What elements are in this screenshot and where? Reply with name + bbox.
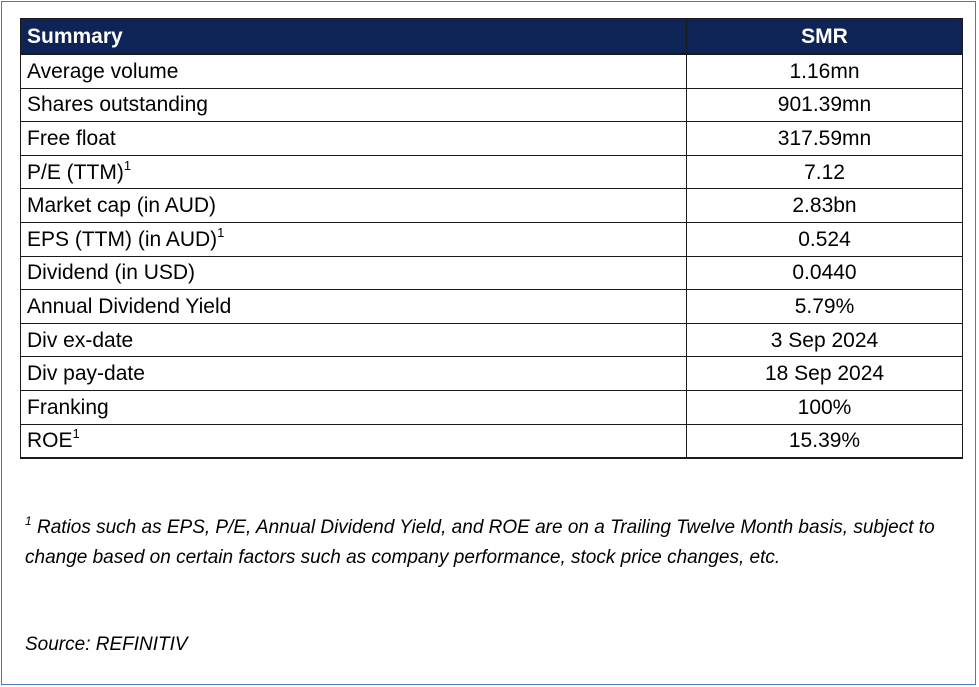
row-label-cell: Average volume <box>20 53 687 89</box>
row-value: 901.39mn <box>686 87 963 123</box>
table-row: Franking 100% <box>20 389 963 425</box>
row-label: Dividend (in USD) <box>27 261 196 285</box>
table-header-row: Summary SMR <box>20 18 963 55</box>
row-value: 7.12 <box>686 154 963 190</box>
row-label-cell: P/E (TTM)1 <box>20 154 687 190</box>
table-row: Dividend (in USD) 0.0440 <box>20 255 963 291</box>
row-label: Average volume <box>27 59 179 83</box>
header-summary: Summary <box>20 18 687 55</box>
row-label: Div ex-date <box>27 328 134 352</box>
table-row: Div pay-date 18 Sep 2024 <box>20 356 963 391</box>
row-value: 18 Sep 2024 <box>686 356 963 391</box>
row-label-cell: Free float <box>20 121 687 156</box>
row-label: Shares outstanding <box>27 93 208 117</box>
table-row: ROE1 15.39% <box>20 423 963 460</box>
footnote-ref: 1 <box>217 224 225 240</box>
table-row: EPS (TTM) (in AUD)1 0.524 <box>20 221 963 257</box>
header-ticker: SMR <box>686 18 963 55</box>
row-label-cell: Market cap (in AUD) <box>20 188 687 223</box>
footnote-ref: 1 <box>72 426 80 442</box>
row-value: 1.16mn <box>686 53 963 89</box>
footnote-marker: 1 <box>25 514 32 528</box>
summary-table: Summary SMR Average volume 1.16mn Shares o… <box>20 18 963 460</box>
table-row: Annual Dividend Yield 5.79% <box>20 289 963 324</box>
row-value: 100% <box>686 389 963 425</box>
row-label-cell: Dividend (in USD) <box>20 255 687 291</box>
footnote: 1 Ratios such as EPS, P/E, Annual Divide… <box>25 513 955 573</box>
table-row: Market cap (in AUD) 2.83bn <box>20 188 963 223</box>
row-value: 15.39% <box>686 423 963 460</box>
row-label: Franking <box>27 395 109 419</box>
row-value: 0.0440 <box>686 255 963 291</box>
row-label-cell: Franking <box>20 389 687 425</box>
row-label: P/E (TTM) <box>27 160 124 184</box>
row-label: ROE <box>27 429 73 453</box>
row-label-cell: EPS (TTM) (in AUD)1 <box>20 221 687 257</box>
table-row: Free float 317.59mn <box>20 121 963 156</box>
table-row: Average volume 1.16mn <box>20 53 963 89</box>
row-label: Annual Dividend Yield <box>27 294 232 318</box>
footnote-ref: 1 <box>123 157 132 173</box>
row-value: 3 Sep 2024 <box>686 322 963 358</box>
row-label: Market cap (in AUD) <box>27 194 217 218</box>
source-line: Source: REFINITIV <box>25 634 188 655</box>
row-label: Div pay-date <box>27 362 145 386</box>
row-label-cell: ROE1 <box>20 423 687 460</box>
row-value: 5.79% <box>686 289 963 324</box>
row-value: 2.83bn <box>686 188 963 223</box>
row-label-cell: Annual Dividend Yield <box>20 289 687 324</box>
row-label-cell: Div ex-date <box>20 322 687 358</box>
footnote-text: Ratios such as EPS, P/E, Annual Dividend… <box>25 517 935 568</box>
table-row: Div ex-date 3 Sep 2024 <box>20 322 963 358</box>
row-value: 317.59mn <box>686 121 963 156</box>
row-value: 0.524 <box>686 221 963 257</box>
table-body: Average volume 1.16mn Shares outstanding 90… <box>20 53 963 460</box>
table-row: Shares outstanding 901.39mn <box>20 87 963 123</box>
row-label: EPS (TTM) (in AUD) <box>27 227 218 251</box>
row-label-cell: Div pay-date <box>20 356 687 391</box>
row-label: Free float <box>27 126 116 150</box>
row-label-cell: Shares outstanding <box>20 87 687 123</box>
table-row: P/E (TTM)1 7.12 <box>20 154 963 190</box>
